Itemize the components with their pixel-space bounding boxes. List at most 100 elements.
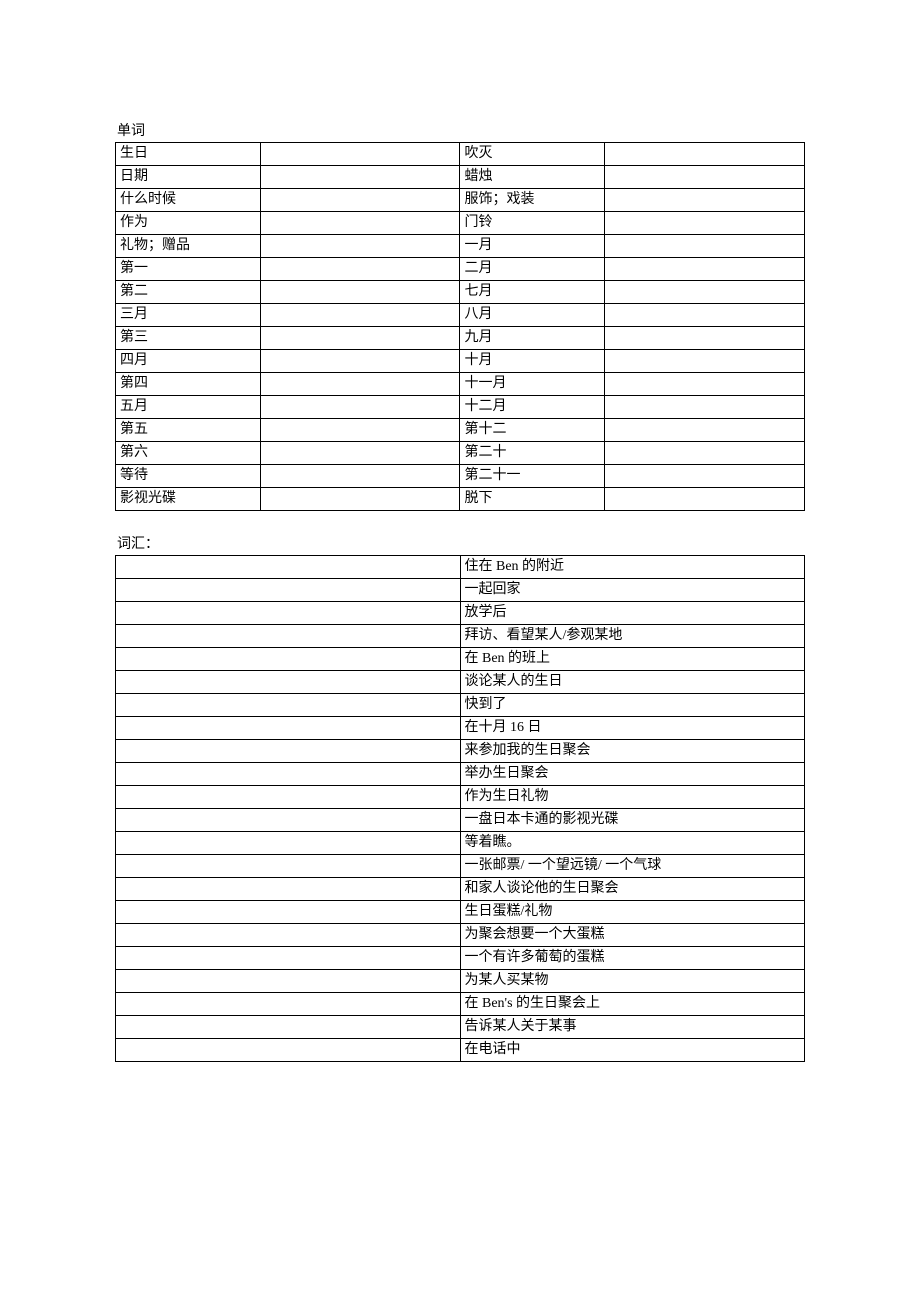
table-cell xyxy=(605,419,805,442)
table-cell: 作为生日礼物 xyxy=(460,786,805,809)
table-row: 告诉某人关于某事 xyxy=(116,1016,805,1039)
table-cell: 在电话中 xyxy=(460,1039,805,1062)
table-row: 在十月 16 日 xyxy=(116,717,805,740)
table-cell xyxy=(605,212,805,235)
table-cell xyxy=(116,809,461,832)
table-cell xyxy=(260,143,460,166)
table-cell: 九月 xyxy=(460,327,605,350)
table-cell xyxy=(260,281,460,304)
table-cell xyxy=(605,189,805,212)
table-row: 作为 门铃 xyxy=(116,212,805,235)
table-cell: 等待 xyxy=(116,465,261,488)
section2-title: 词汇： xyxy=(115,533,805,553)
table-cell xyxy=(116,602,461,625)
table-cell xyxy=(116,648,461,671)
section1-title: 单词 xyxy=(115,120,805,140)
table-cell: 告诉某人关于某事 xyxy=(460,1016,805,1039)
table-cell: 第十二 xyxy=(460,419,605,442)
table-row: 生日 吹灭 xyxy=(116,143,805,166)
table-row: 第五 第十二 xyxy=(116,419,805,442)
table-cell: 四月 xyxy=(116,350,261,373)
table-cell xyxy=(260,327,460,350)
table-cell: 一起回家 xyxy=(460,579,805,602)
table-cell xyxy=(260,212,460,235)
table-row: 在 Ben 的班上 xyxy=(116,648,805,671)
table-cell xyxy=(605,373,805,396)
table-cell xyxy=(605,143,805,166)
table-cell xyxy=(260,304,460,327)
table-cell: 日期 xyxy=(116,166,261,189)
table-cell xyxy=(116,694,461,717)
table-cell xyxy=(116,625,461,648)
table-cell: 生日蛋糕/礼物 xyxy=(460,901,805,924)
table-row: 拜访、看望某人/参观某地 xyxy=(116,625,805,648)
table-cell: 为某人买某物 xyxy=(460,970,805,993)
table-cell: 吹灭 xyxy=(460,143,605,166)
table-cell: 等着瞧。 xyxy=(460,832,805,855)
table-cell: 作为 xyxy=(116,212,261,235)
table-cell: 门铃 xyxy=(460,212,605,235)
table-row: 住在 Ben 的附近 xyxy=(116,556,805,579)
table-cell xyxy=(116,993,461,1016)
table-cell xyxy=(605,350,805,373)
table-cell: 十二月 xyxy=(460,396,605,419)
table-cell: 八月 xyxy=(460,304,605,327)
table-cell: 为聚会想要一个大蛋糕 xyxy=(460,924,805,947)
table-cell xyxy=(116,717,461,740)
table-cell xyxy=(116,924,461,947)
table-cell xyxy=(260,166,460,189)
table-cell xyxy=(116,1039,461,1062)
table-cell xyxy=(116,740,461,763)
table-row: 第六第二十 xyxy=(116,442,805,465)
table-cell: 谈论某人的生日 xyxy=(460,671,805,694)
table-cell: 服饰；戏装 xyxy=(460,189,605,212)
table-cell: 第一 xyxy=(116,258,261,281)
table-cell: 第二 xyxy=(116,281,261,304)
table-cell xyxy=(116,1016,461,1039)
table-row: 一个有许多葡萄的蛋糕 xyxy=(116,947,805,970)
table-row: 日期蜡烛 xyxy=(116,166,805,189)
table-cell: 礼物；赠品 xyxy=(116,235,261,258)
table-cell: 放学后 xyxy=(460,602,805,625)
table-cell xyxy=(116,671,461,694)
table-row: 在电话中 xyxy=(116,1039,805,1062)
table-cell xyxy=(605,166,805,189)
table-cell xyxy=(605,488,805,511)
table-cell: 第三 xyxy=(116,327,261,350)
table-row: 等着瞧。 xyxy=(116,832,805,855)
table-row: 三月八月 xyxy=(116,304,805,327)
table-cell xyxy=(116,579,461,602)
table-cell xyxy=(260,258,460,281)
table-cell: 一个有许多葡萄的蛋糕 xyxy=(460,947,805,970)
table-row: 举办生日聚会 xyxy=(116,763,805,786)
table-row: 作为生日礼物 xyxy=(116,786,805,809)
table-cell: 什么时候 xyxy=(116,189,261,212)
table-cell xyxy=(260,396,460,419)
table-cell: 生日 xyxy=(116,143,261,166)
table-cell: 十一月 xyxy=(460,373,605,396)
table-cell xyxy=(605,281,805,304)
table-cell xyxy=(605,465,805,488)
spacer xyxy=(115,511,805,533)
table-row: 一张邮票/ 一个望远镜/ 一个气球 xyxy=(116,855,805,878)
table-row: 来参加我的生日聚会 xyxy=(116,740,805,763)
table-row: 什么时候 服饰；戏装 xyxy=(116,189,805,212)
table-row: 五月十二月 xyxy=(116,396,805,419)
table-row: 生日蛋糕/礼物 xyxy=(116,901,805,924)
table-cell xyxy=(605,258,805,281)
table-cell xyxy=(260,465,460,488)
table-row: 在 Ben's 的生日聚会上 xyxy=(116,993,805,1016)
table-cell xyxy=(605,327,805,350)
table-cell xyxy=(116,970,461,993)
table-cell: 第五 xyxy=(116,419,261,442)
table-cell: 在 Ben's 的生日聚会上 xyxy=(460,993,805,1016)
table-cell xyxy=(116,901,461,924)
table-row: 一起回家 xyxy=(116,579,805,602)
table-cell xyxy=(116,786,461,809)
table-cell: 第四 xyxy=(116,373,261,396)
table-cell: 住在 Ben 的附近 xyxy=(460,556,805,579)
vocabulary-table-2: 住在 Ben 的附近一起回家放学后拜访、看望某人/参观某地在 Ben 的班上谈论… xyxy=(115,555,805,1062)
table-cell xyxy=(605,235,805,258)
table-cell: 脱下 xyxy=(460,488,605,511)
table-cell xyxy=(116,855,461,878)
